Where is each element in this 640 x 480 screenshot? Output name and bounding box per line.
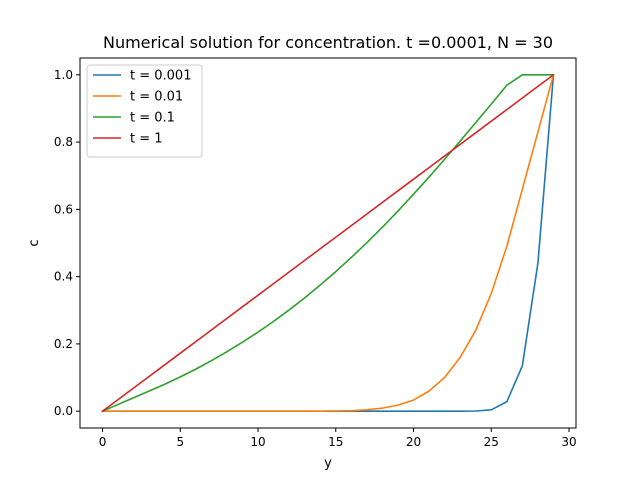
y-tick-label: 1.0 [54, 68, 73, 82]
y-tick-label: 0.4 [54, 270, 73, 284]
y-tick-label: 0.6 [54, 202, 73, 216]
x-tick-label: 5 [176, 435, 184, 449]
y-axis-label: c [27, 239, 42, 246]
x-tick-label: 30 [561, 435, 576, 449]
x-tick-label: 15 [328, 435, 343, 449]
x-tick-label: 10 [250, 435, 265, 449]
y-tick-label: 0.8 [54, 135, 73, 149]
x-axis-label: y [324, 456, 332, 471]
x-tick-label: 20 [406, 435, 421, 449]
y-axis-ticks: 0.0 0.2 0.4 0.6 0.8 1.0 [54, 68, 80, 418]
series-line-4 [101, 73, 555, 413]
x-tick-label: 0 [99, 435, 107, 449]
legend-label-1: t = 0.001 [130, 69, 191, 84]
x-tick-label: 25 [484, 435, 499, 449]
legend-box [86, 64, 203, 158]
series-line-3 [101, 74, 555, 413]
legend-label-4: t = 1 [130, 132, 163, 147]
legend-label-2: t = 0.01 [130, 90, 183, 105]
x-axis-ticks: 0 5 10 15 20 25 30 [99, 428, 577, 449]
chart-title: Numerical solution for concentration. t … [103, 33, 553, 52]
legend: t = 0.001 t = 0.01 t = 0.1 t = 1 [86, 64, 203, 158]
series-line-2 [101, 73, 555, 412]
y-tick-label: 0.0 [54, 404, 73, 418]
legend-label-3: t = 0.1 [130, 111, 175, 126]
plot-area [101, 73, 555, 413]
y-tick-label: 0.2 [54, 337, 73, 351]
axes-frame [79, 57, 577, 429]
